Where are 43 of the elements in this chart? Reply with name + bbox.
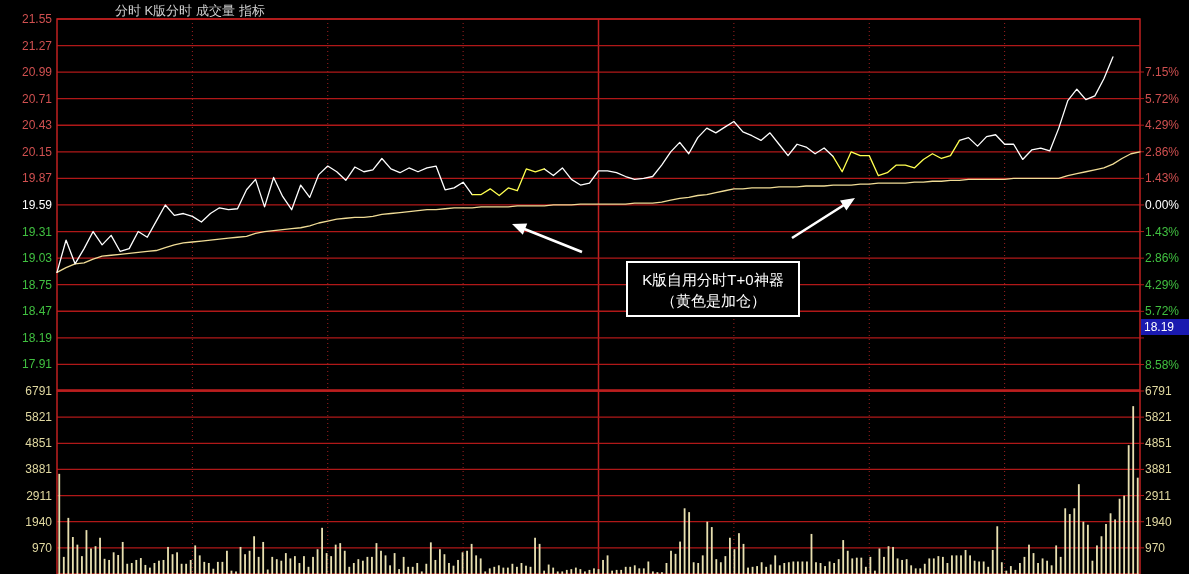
annotation: （黄色是加仓） xyxy=(660,291,766,309)
y-tick-label: 970 xyxy=(31,540,53,555)
y2-tick-label: 2911 xyxy=(1145,488,1172,503)
y2-tick-label: 1940 xyxy=(1145,514,1173,529)
y2-tick-label: 0.00% xyxy=(1145,197,1180,212)
y-tick-label: 18.47 xyxy=(21,304,53,319)
y2-tick-label: 6791 xyxy=(1145,384,1173,398)
y2-tick-label: 4.29% xyxy=(1145,277,1180,292)
y-tick-label: 20.99 xyxy=(21,65,53,80)
text: 18.19 xyxy=(1144,320,1175,334)
y-tick-label: 4851 xyxy=(25,436,53,451)
y-tick-label: 6791 xyxy=(25,384,53,398)
y-tick-label: 3881 xyxy=(25,462,53,477)
y2-tick-label: 3881 xyxy=(1145,462,1173,477)
y2-tick-label: 970 xyxy=(1145,540,1166,555)
y-tick-label: 18.19 xyxy=(21,330,53,345)
y2-tick-label: 5.72% xyxy=(1145,91,1180,106)
annotation: K版自用分时T+0神器 xyxy=(642,270,784,288)
y-tick-label: 20.71 xyxy=(21,91,53,106)
y2-tick-label: 2.86% xyxy=(1145,144,1180,159)
y-tick-label: 19.87 xyxy=(21,171,53,186)
y2-tick-label: 4.29% xyxy=(1145,118,1180,133)
y2-tick-label: 2.86% xyxy=(1145,251,1180,266)
y2-tick-label: 8.58% xyxy=(1145,357,1180,372)
y2-tick-label: 7.15% xyxy=(1145,65,1180,79)
y-tick-label: 20.15 xyxy=(21,144,53,159)
y2-tick-label: 1.43% xyxy=(1145,224,1180,239)
y-tick-label: 5821 xyxy=(25,410,53,425)
y-tick-label: 17.91 xyxy=(21,357,53,372)
y-tick-label: 2911 xyxy=(26,488,53,503)
y-tick-label: 21.55 xyxy=(21,12,53,26)
y-tick-label: 19.03 xyxy=(21,251,53,266)
y-tick-label: 1940 xyxy=(25,514,53,529)
y-tick-label: 19.59 xyxy=(21,197,53,212)
chart-title: 分时 K版分时 成交量 指标 xyxy=(115,2,265,18)
y-tick-label: 18.75 xyxy=(21,277,53,292)
y-tick-label: 20.43 xyxy=(21,118,53,133)
y2-tick-label: 1.43% xyxy=(1145,171,1180,186)
y-tick-label: 19.31 xyxy=(21,224,53,239)
y-tick-label: 21.27 xyxy=(21,38,53,53)
y2-tick-label: 5821 xyxy=(1145,410,1173,425)
y2-tick-label: 5.72% xyxy=(1145,304,1180,319)
y2-tick-label: 4851 xyxy=(1145,436,1173,451)
